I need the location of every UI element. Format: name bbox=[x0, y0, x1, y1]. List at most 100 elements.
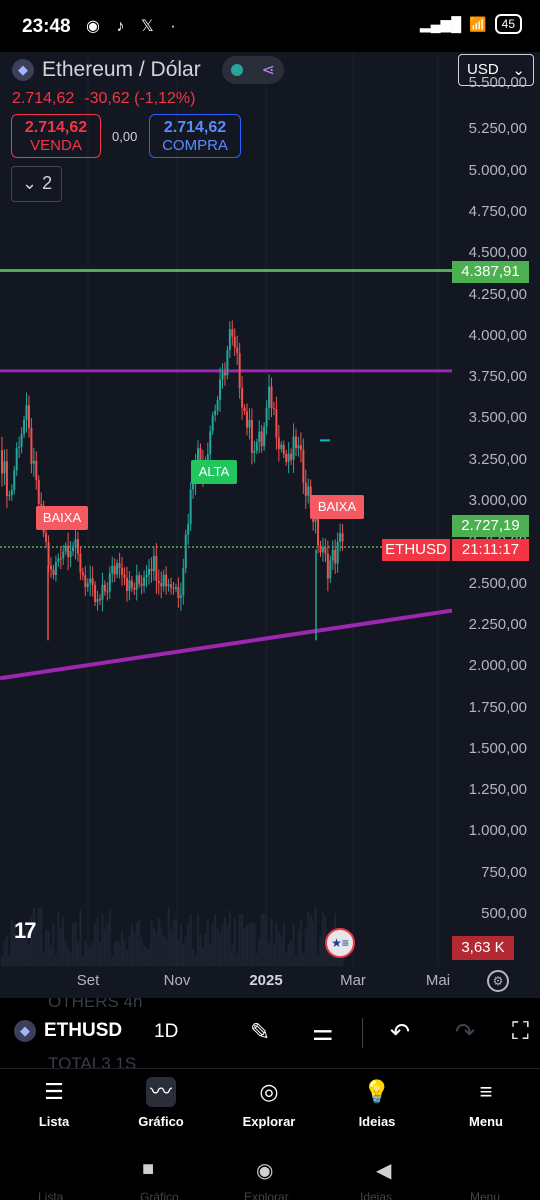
volume-bar bbox=[84, 940, 87, 966]
candle-body bbox=[138, 575, 141, 584]
status-pill[interactable]: ⋖ bbox=[222, 56, 284, 84]
candle-body bbox=[91, 578, 94, 586]
chart-area[interactable]: ◆ Ethereum / Dólar ⋖ USD ⌄ 2.714,62 -30,6… bbox=[0, 52, 540, 998]
candle-body bbox=[148, 568, 150, 575]
candle-body bbox=[184, 534, 187, 569]
volume-bar bbox=[99, 941, 101, 966]
price-tick: 4.250,00 bbox=[468, 285, 527, 303]
candle-body bbox=[258, 431, 261, 443]
sell-button[interactable]: 2.714,62 VENDA bbox=[11, 114, 101, 158]
price-tick: 750,00 bbox=[481, 863, 527, 881]
symbol-header[interactable]: ◆ Ethereum / Dólar bbox=[12, 58, 201, 82]
volume-bar bbox=[157, 918, 160, 966]
tradingview-logo: 17 bbox=[14, 918, 37, 943]
candle-body bbox=[30, 427, 33, 464]
candle-body bbox=[25, 405, 28, 420]
settings-sliders-icon[interactable]: ⚌ bbox=[312, 1019, 334, 1046]
volume-tag: 3,63 K bbox=[452, 936, 514, 960]
candle-body bbox=[157, 580, 160, 584]
nav-item-lista[interactable]: ☰ Lista bbox=[9, 1077, 99, 1131]
candle-body bbox=[192, 482, 195, 490]
currency-value: USD bbox=[467, 61, 499, 78]
home-button[interactable]: ◉ bbox=[256, 1160, 274, 1182]
candle-body bbox=[255, 442, 258, 451]
volume-bar bbox=[285, 952, 288, 966]
candle-body bbox=[285, 453, 288, 462]
undo-icon[interactable]: ↶ bbox=[390, 1019, 411, 1046]
candle-body bbox=[96, 599, 99, 603]
volume-bar bbox=[248, 923, 251, 966]
nav-item-ideias[interactable]: 💡 Ideias bbox=[332, 1077, 422, 1131]
candle-body bbox=[106, 591, 109, 593]
candle-body bbox=[223, 372, 226, 376]
price-tick: 1.500,00 bbox=[468, 739, 527, 757]
volume-bar bbox=[86, 945, 89, 966]
buy-label: COMPRA bbox=[162, 137, 228, 154]
volume-bar bbox=[329, 947, 332, 966]
clock: 23:48 bbox=[22, 16, 71, 37]
signal-label[interactable]: BAIXA bbox=[36, 506, 88, 530]
candle-body bbox=[72, 546, 75, 552]
signal-icon: ▂▄▆█ bbox=[419, 15, 462, 32]
volume-bar bbox=[3, 940, 6, 966]
volume-bar bbox=[263, 913, 266, 966]
signal-label[interactable]: BAIXA bbox=[310, 495, 364, 519]
volume-bar bbox=[128, 936, 131, 966]
volume-bar bbox=[216, 928, 219, 966]
volume-bar bbox=[72, 923, 75, 966]
gear-icon[interactable]: ⚙ bbox=[487, 970, 509, 992]
candle-body bbox=[121, 567, 124, 575]
buy-button[interactable]: 2.714,62 COMPRA bbox=[149, 114, 241, 158]
price-tick: 2.250,00 bbox=[468, 615, 527, 633]
volume-bar bbox=[319, 936, 322, 966]
price-tick: 5.500,00 bbox=[468, 74, 527, 91]
volume-bar bbox=[103, 929, 106, 966]
signal-label[interactable]: ALTA bbox=[191, 460, 237, 484]
last-price: 2.714,62 bbox=[12, 90, 75, 107]
status-right: ▂▄▆█ 📶 45 bbox=[420, 14, 522, 34]
volume-bar bbox=[241, 913, 244, 966]
candle-body bbox=[165, 574, 168, 587]
volume-bar bbox=[54, 954, 57, 966]
volume-bar bbox=[258, 938, 261, 966]
candle-body bbox=[299, 445, 302, 450]
volume-bar bbox=[101, 913, 104, 966]
candle-body bbox=[145, 574, 148, 578]
recents-button[interactable]: ■ bbox=[142, 1158, 155, 1180]
nav-item-menu[interactable]: ≡ Menu bbox=[441, 1077, 531, 1131]
candle-body bbox=[1, 450, 3, 474]
volume-bar bbox=[199, 934, 202, 966]
candle-body bbox=[128, 580, 131, 591]
nav-item-grafico[interactable]: 〰 Gráfico bbox=[116, 1077, 206, 1131]
ghost-symbol: TOTAL3 1S bbox=[48, 1054, 137, 1068]
us-flag-icon[interactable]: ★≡ bbox=[325, 928, 355, 958]
back-button[interactable]: ◀ bbox=[376, 1160, 392, 1182]
volume-bar bbox=[5, 935, 8, 966]
trendline bbox=[0, 608, 453, 681]
ethereum-icon: ◆ bbox=[12, 59, 34, 81]
volume-bar bbox=[184, 936, 187, 966]
symbol-button[interactable]: ◆ ETHUSD bbox=[14, 1020, 122, 1042]
currency-select[interactable]: USD ⌄ bbox=[458, 54, 534, 86]
redo-icon[interactable]: ↷ bbox=[455, 1019, 476, 1046]
candle-body bbox=[341, 533, 344, 542]
volume-bar bbox=[150, 920, 153, 966]
volume-bar bbox=[238, 913, 241, 966]
candle-body bbox=[248, 420, 251, 428]
time-axis[interactable]: Set Nov 2025 Mar Mai ⚙ bbox=[0, 966, 540, 998]
share-icon[interactable]: ⋖ bbox=[261, 62, 275, 79]
candle-body bbox=[331, 549, 334, 561]
volume-bar bbox=[282, 922, 285, 966]
nav-item-explorar[interactable]: ◎ Explorar bbox=[224, 1077, 314, 1131]
candle-body bbox=[143, 577, 146, 586]
candle-body bbox=[187, 523, 190, 535]
candle-body bbox=[54, 562, 57, 576]
candle-body bbox=[272, 407, 275, 410]
buy-price: 2.714,62 bbox=[163, 119, 227, 136]
indicators-toggle[interactable]: ⌄ 2 bbox=[11, 166, 62, 202]
draw-pencil-icon[interactable]: ✎ bbox=[250, 1019, 271, 1046]
candle-body bbox=[290, 453, 293, 460]
fullscreen-icon[interactable]: ⛶ bbox=[512, 1018, 529, 1045]
timeframe-button[interactable]: 1D bbox=[154, 1021, 179, 1042]
volume-bar bbox=[268, 942, 271, 966]
